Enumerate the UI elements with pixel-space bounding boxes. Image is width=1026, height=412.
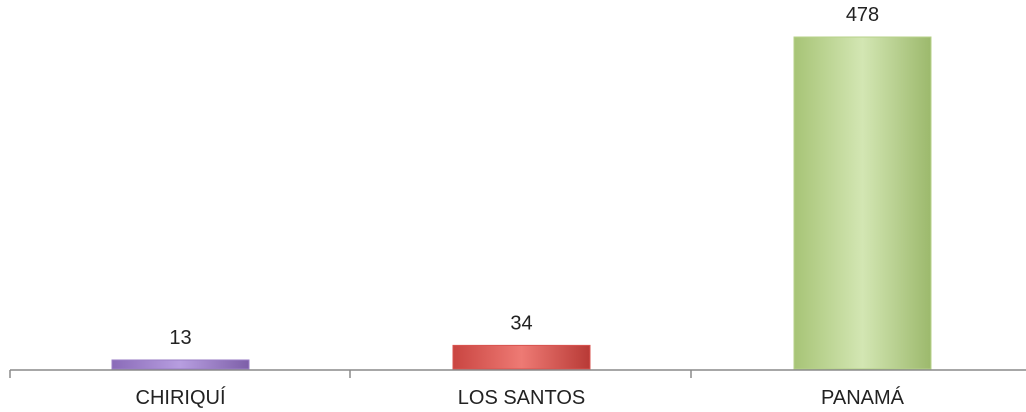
bar-2 — [793, 36, 932, 370]
x-tick-labels-group: CHIRIQUÍ LOS SANTOS PANAMÁ — [136, 386, 905, 409]
data-label-0: 13 — [169, 327, 191, 349]
data-label-2: 478 — [846, 4, 879, 26]
bar-1 — [452, 344, 591, 370]
bar-0 — [111, 359, 250, 370]
bars-group — [111, 36, 932, 370]
x-tick-label-0: CHIRIQUÍ — [136, 386, 226, 409]
data-labels-group: 13 34 478 — [169, 4, 879, 349]
x-tick-label-2: PANAMÁ — [821, 386, 905, 409]
x-tick-label-1: LOS SANTOS — [458, 387, 585, 409]
data-label-1: 34 — [510, 312, 532, 334]
